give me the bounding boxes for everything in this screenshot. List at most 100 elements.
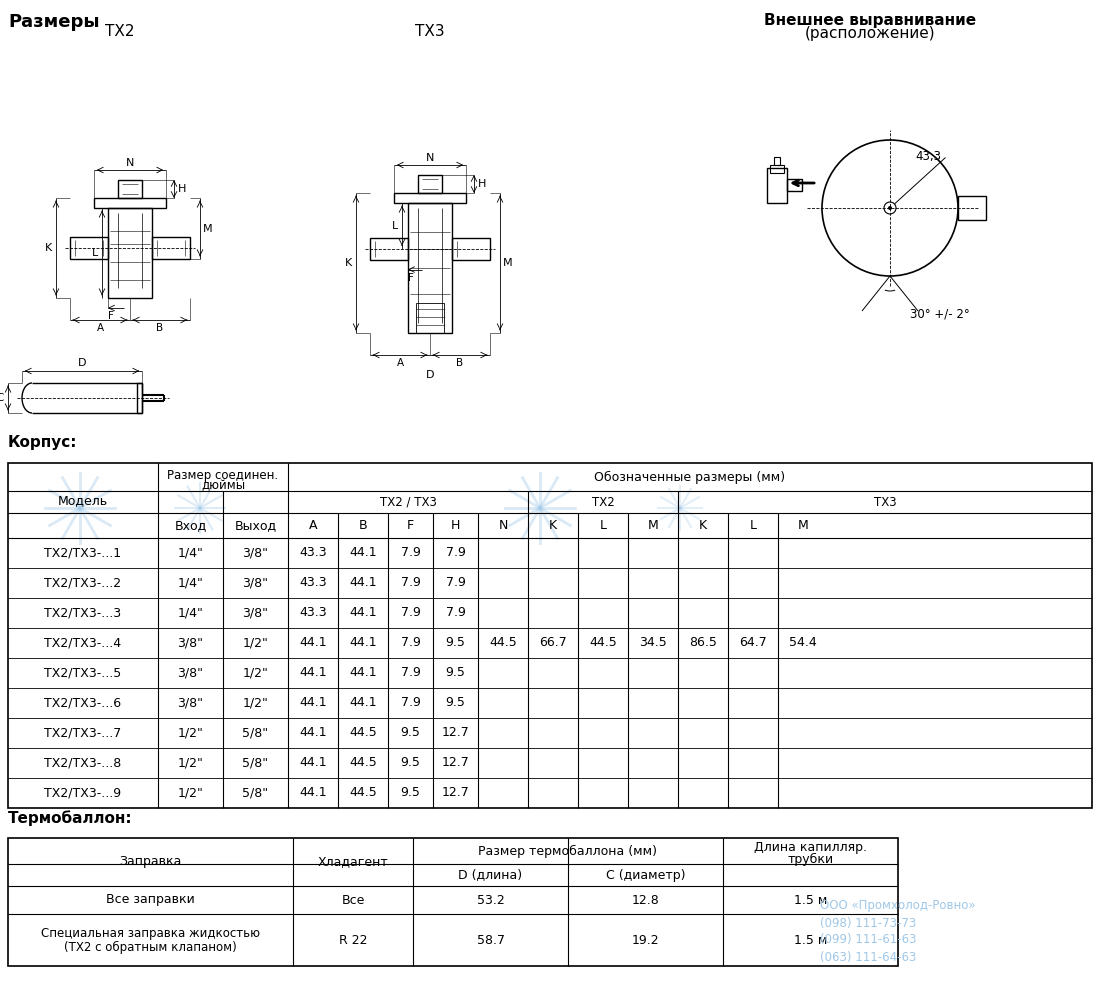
Text: 5/8": 5/8" — [242, 727, 268, 740]
Text: D (длина): D (длина) — [459, 868, 522, 881]
Text: 12.8: 12.8 — [631, 893, 659, 906]
Bar — [108, 208, 152, 298]
Text: 9.5: 9.5 — [400, 727, 420, 740]
Text: Размер соединен.: Размер соединен. — [167, 468, 278, 481]
Text: L: L — [92, 248, 98, 258]
Text: 19.2: 19.2 — [631, 933, 659, 946]
Text: (098) 111-73-73: (098) 111-73-73 — [820, 916, 916, 929]
Text: трубки: трубки — [788, 852, 834, 865]
Text: 7.9: 7.9 — [400, 637, 420, 650]
Text: Внешнее выравнивание: Внешнее выравнивание — [763, 13, 976, 28]
Text: 44.5: 44.5 — [349, 786, 377, 799]
Text: A: A — [97, 323, 103, 333]
Text: 12.7: 12.7 — [441, 727, 470, 740]
Bar — [416, 303, 444, 333]
Text: Вход: Вход — [175, 519, 207, 532]
Text: K: K — [549, 519, 557, 532]
Text: ТХ2/ТХ3-...6: ТХ2/ТХ3-...6 — [44, 697, 122, 710]
Bar — [958, 196, 986, 220]
Text: M: M — [204, 224, 212, 234]
Text: F: F — [408, 272, 414, 282]
Text: B: B — [359, 519, 367, 532]
Bar — [138, 383, 142, 413]
Text: ТХ2/ТХ3-...4: ТХ2/ТХ3-...4 — [44, 637, 122, 650]
Text: Размеры: Размеры — [8, 13, 100, 31]
Text: H: H — [178, 184, 186, 194]
Text: 30° +/- 2°: 30° +/- 2° — [910, 307, 970, 320]
Text: Хладагент: Хладагент — [318, 855, 388, 868]
Bar — [786, 179, 802, 191]
Text: A: A — [396, 358, 404, 368]
Text: B: B — [456, 358, 463, 368]
Text: Модель: Модель — [58, 494, 108, 507]
Text: D: D — [426, 370, 434, 380]
Text: K: K — [345, 258, 353, 268]
Bar — [770, 165, 784, 173]
Text: 58.7: 58.7 — [476, 933, 505, 946]
Text: 1/2": 1/2" — [177, 786, 204, 799]
Text: N: N — [498, 519, 508, 532]
Text: ТХ2/ТХ3-...1: ТХ2/ТХ3-...1 — [44, 547, 122, 560]
Text: 86.5: 86.5 — [689, 637, 717, 650]
Text: 7.9: 7.9 — [446, 577, 465, 590]
Text: 9.5: 9.5 — [400, 786, 420, 799]
Bar — [408, 203, 452, 333]
Text: L: L — [600, 519, 606, 532]
Text: Все заправки: Все заправки — [106, 893, 195, 906]
Text: 1/2": 1/2" — [243, 667, 268, 680]
Text: 44.1: 44.1 — [349, 607, 377, 620]
Text: 64.7: 64.7 — [739, 637, 767, 650]
Text: H: H — [477, 179, 486, 189]
Text: 44.1: 44.1 — [299, 667, 327, 680]
Text: M: M — [503, 258, 513, 268]
Text: H: H — [451, 519, 460, 532]
Text: (099) 111-61-63: (099) 111-61-63 — [820, 933, 916, 946]
Text: Все: Все — [341, 893, 365, 906]
Text: F: F — [108, 311, 114, 321]
Text: Корпус:: Корпус: — [8, 435, 77, 450]
Text: ООО «Промхолод-Ровно»: ООО «Промхолод-Ровно» — [820, 899, 976, 912]
Text: 1/2": 1/2" — [243, 637, 268, 650]
Text: 3/8": 3/8" — [177, 697, 204, 710]
Text: 66.7: 66.7 — [539, 637, 566, 650]
Text: 44.1: 44.1 — [349, 547, 377, 560]
Text: дюймы: дюймы — [201, 479, 245, 492]
Text: (расположение): (расположение) — [805, 26, 935, 41]
Text: 7.9: 7.9 — [400, 547, 420, 560]
Bar — [70, 237, 108, 259]
Text: 44.5: 44.5 — [349, 727, 377, 740]
Text: 1/2": 1/2" — [243, 697, 268, 710]
Text: 44.1: 44.1 — [349, 577, 377, 590]
Text: 43.3: 43.3 — [299, 607, 327, 620]
Text: 12.7: 12.7 — [441, 756, 470, 769]
Text: 7.9: 7.9 — [400, 697, 420, 710]
Text: F: F — [407, 519, 414, 532]
Text: 5/8": 5/8" — [242, 756, 268, 769]
Text: 1/4": 1/4" — [177, 577, 204, 590]
Text: Выход: Выход — [234, 519, 276, 532]
Text: K: K — [698, 519, 707, 532]
Text: K: K — [45, 243, 53, 253]
Text: B: B — [156, 323, 164, 333]
Bar — [94, 198, 166, 208]
Text: 44.5: 44.5 — [349, 756, 377, 769]
Text: Обозначенные размеры (мм): Обозначенные размеры (мм) — [594, 470, 785, 484]
Text: 1/4": 1/4" — [177, 547, 204, 560]
Text: 9.5: 9.5 — [446, 697, 465, 710]
Text: Заправка: Заправка — [119, 855, 182, 868]
Bar — [8, 463, 1092, 808]
Text: ТХ2/ТХ3-...2: ТХ2/ТХ3-...2 — [44, 577, 122, 590]
Bar — [152, 237, 190, 259]
Bar — [418, 175, 442, 193]
Text: 54.4: 54.4 — [789, 637, 817, 650]
Text: 34.5: 34.5 — [639, 637, 667, 650]
Text: С (диаметр): С (диаметр) — [606, 868, 685, 881]
Text: 44.5: 44.5 — [490, 637, 517, 650]
Text: N: N — [426, 153, 434, 163]
Text: 3/8": 3/8" — [242, 547, 268, 560]
Text: ТХ2/ТХ3-...9: ТХ2/ТХ3-...9 — [44, 786, 122, 799]
Text: M: M — [798, 519, 808, 532]
Text: 9.5: 9.5 — [400, 756, 420, 769]
Text: ТХ3: ТХ3 — [415, 24, 444, 39]
Text: 1/2": 1/2" — [177, 756, 204, 769]
